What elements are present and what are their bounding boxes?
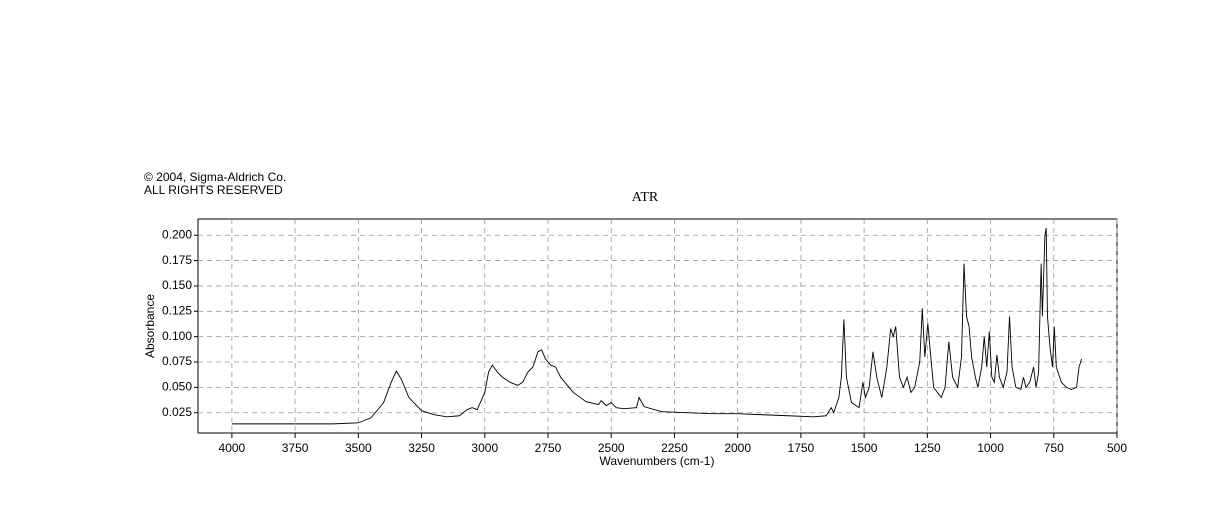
y-tick-label: 0.125 [162,303,192,317]
x-tick-label: 2750 [535,441,562,455]
chart-title: ATR [632,190,659,205]
copyright: ALL RIGHTS RESERVED [144,183,283,197]
x-tick-label: 4000 [219,441,246,455]
x-tick-label: 3250 [408,441,435,455]
x-tick-label: 2500 [598,441,625,455]
x-tick-label: 750 [1044,441,1064,455]
x-tick-label: 3750 [282,441,309,455]
y-tick-label: 0.200 [162,227,192,241]
x-tick-label: 3000 [471,441,498,455]
x-tick-label: 1000 [977,441,1004,455]
x-tick-label: 1750 [788,441,815,455]
x-axis-label: Wavenumbers (cm-1) [600,454,715,468]
y-axis-label: Absorbance [143,294,157,358]
y-tick-label: 0.025 [162,405,192,419]
y-tick-label: 0.075 [162,354,192,368]
x-tick-label: 500 [1107,441,1127,455]
spectrum-line [231,228,1083,425]
x-tick-label: 3500 [345,441,372,455]
y-tick-label: 0.150 [162,278,192,292]
copyright: © 2004, Sigma-Aldrich Co. [144,170,286,184]
y-tick-label: 0.175 [162,253,192,267]
y-tick-label: 0.100 [162,329,192,343]
y-tick-label: 0.050 [162,380,192,394]
x-tick-label: 1500 [851,441,878,455]
x-tick-label: 2250 [661,441,688,455]
plot-frame [197,218,1118,434]
x-tick-label: 2000 [724,441,751,455]
x-tick-label: 1250 [914,441,941,455]
